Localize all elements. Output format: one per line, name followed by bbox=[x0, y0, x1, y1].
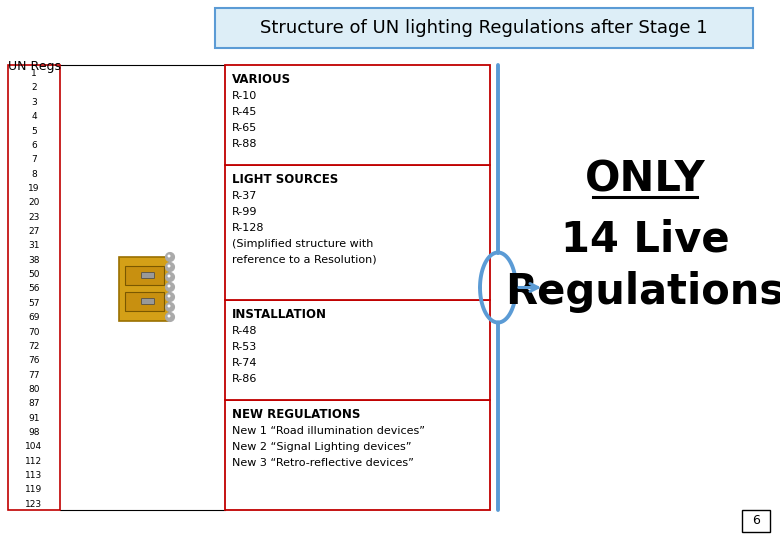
Text: Structure of UN lighting Regulations after Stage 1: Structure of UN lighting Regulations aft… bbox=[261, 19, 707, 37]
Circle shape bbox=[165, 293, 175, 301]
Text: R-65: R-65 bbox=[232, 123, 257, 133]
Circle shape bbox=[168, 285, 171, 287]
Text: 27: 27 bbox=[28, 227, 40, 236]
FancyBboxPatch shape bbox=[125, 266, 164, 285]
Circle shape bbox=[168, 274, 171, 278]
FancyBboxPatch shape bbox=[225, 400, 490, 510]
Text: 112: 112 bbox=[26, 457, 43, 465]
FancyBboxPatch shape bbox=[225, 165, 490, 300]
Circle shape bbox=[165, 253, 175, 261]
Circle shape bbox=[168, 254, 171, 258]
Circle shape bbox=[168, 314, 171, 318]
Text: Regulations: Regulations bbox=[505, 271, 780, 313]
Text: 6: 6 bbox=[31, 141, 37, 150]
Text: 23: 23 bbox=[28, 213, 40, 221]
Text: R-99: R-99 bbox=[232, 207, 257, 217]
Text: 4: 4 bbox=[31, 112, 37, 121]
Circle shape bbox=[168, 294, 171, 298]
Text: 80: 80 bbox=[28, 385, 40, 394]
Text: 77: 77 bbox=[28, 370, 40, 380]
FancyBboxPatch shape bbox=[215, 8, 753, 48]
Text: 72: 72 bbox=[28, 342, 40, 351]
FancyBboxPatch shape bbox=[8, 65, 60, 510]
Text: 98: 98 bbox=[28, 428, 40, 437]
FancyBboxPatch shape bbox=[125, 292, 164, 310]
Text: 19: 19 bbox=[28, 184, 40, 193]
Text: 123: 123 bbox=[26, 500, 43, 509]
Circle shape bbox=[165, 313, 175, 321]
Text: 56: 56 bbox=[28, 285, 40, 293]
Text: 1: 1 bbox=[31, 69, 37, 78]
Text: 31: 31 bbox=[28, 241, 40, 251]
Text: 7: 7 bbox=[31, 155, 37, 164]
Text: New 2 “Signal Lighting devices”: New 2 “Signal Lighting devices” bbox=[232, 442, 412, 452]
Circle shape bbox=[165, 302, 175, 312]
Text: 57: 57 bbox=[28, 299, 40, 308]
Text: 20: 20 bbox=[28, 198, 40, 207]
Text: 3: 3 bbox=[31, 98, 37, 107]
Text: 91: 91 bbox=[28, 414, 40, 423]
Text: R-10: R-10 bbox=[232, 91, 257, 101]
Text: R-45: R-45 bbox=[232, 107, 257, 117]
Text: 70: 70 bbox=[28, 327, 40, 336]
Text: R-86: R-86 bbox=[232, 374, 257, 384]
Text: R-37: R-37 bbox=[232, 191, 257, 201]
Text: 113: 113 bbox=[26, 471, 43, 480]
Text: 104: 104 bbox=[26, 442, 43, 451]
Text: R-88: R-88 bbox=[232, 139, 257, 149]
Text: 14 Live: 14 Live bbox=[561, 219, 729, 261]
Text: NEW REGULATIONS: NEW REGULATIONS bbox=[232, 408, 360, 421]
FancyBboxPatch shape bbox=[119, 257, 169, 321]
Text: R-128: R-128 bbox=[232, 223, 264, 233]
Text: 6: 6 bbox=[752, 515, 760, 528]
Text: 5: 5 bbox=[31, 126, 37, 136]
Circle shape bbox=[165, 262, 175, 272]
Text: 2: 2 bbox=[31, 84, 37, 92]
Text: R-74: R-74 bbox=[232, 358, 257, 368]
Circle shape bbox=[168, 305, 171, 307]
Text: ONLY: ONLY bbox=[585, 159, 705, 201]
FancyBboxPatch shape bbox=[225, 65, 490, 165]
Text: R-48: R-48 bbox=[232, 326, 257, 336]
Text: 38: 38 bbox=[28, 256, 40, 265]
FancyBboxPatch shape bbox=[742, 510, 770, 532]
FancyBboxPatch shape bbox=[141, 299, 154, 305]
Text: New 3 “Retro-reflective devices”: New 3 “Retro-reflective devices” bbox=[232, 458, 414, 468]
FancyBboxPatch shape bbox=[141, 273, 154, 279]
Circle shape bbox=[165, 273, 175, 281]
Text: reference to a Resolution): reference to a Resolution) bbox=[232, 255, 377, 265]
Text: 8: 8 bbox=[31, 170, 37, 179]
Text: LIGHT SOURCES: LIGHT SOURCES bbox=[232, 173, 339, 186]
Text: New 1 “Road illumination devices”: New 1 “Road illumination devices” bbox=[232, 426, 425, 436]
Text: UN Regs: UN Regs bbox=[8, 60, 61, 73]
Text: R-53: R-53 bbox=[232, 342, 257, 352]
Text: 76: 76 bbox=[28, 356, 40, 365]
Text: 87: 87 bbox=[28, 399, 40, 408]
Circle shape bbox=[165, 282, 175, 292]
Text: 119: 119 bbox=[26, 485, 43, 495]
Circle shape bbox=[168, 265, 171, 267]
Text: INSTALLATION: INSTALLATION bbox=[232, 308, 327, 321]
Text: 50: 50 bbox=[28, 270, 40, 279]
Text: 69: 69 bbox=[28, 313, 40, 322]
FancyBboxPatch shape bbox=[225, 300, 490, 400]
Text: (Simplified structure with: (Simplified structure with bbox=[232, 239, 374, 249]
Text: VARIOUS: VARIOUS bbox=[232, 73, 291, 86]
